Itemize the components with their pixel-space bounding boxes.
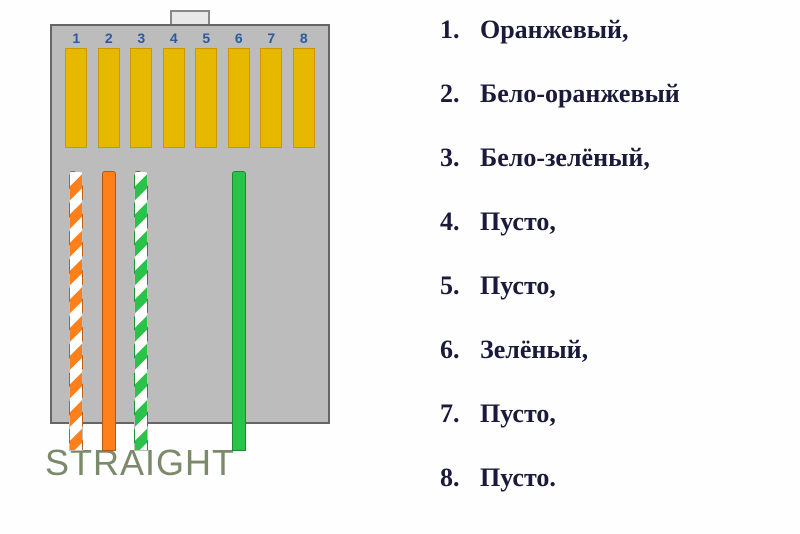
legend-item: Бело-зелёный, bbox=[440, 143, 800, 173]
wire-slot bbox=[195, 171, 217, 451]
legend-list: Оранжевый, Бело-оранжевый Бело-зелёный, Пус… bbox=[440, 15, 800, 493]
wire-striped bbox=[69, 171, 83, 451]
diagram-panel: 1 2 3 4 5 6 7 8 bbox=[0, 0, 400, 534]
pins-row bbox=[52, 48, 328, 148]
pin-numbers-row: 1 2 3 4 5 6 7 8 bbox=[52, 30, 328, 46]
wire-slot bbox=[130, 171, 152, 451]
legend-item: Пусто, bbox=[440, 399, 800, 429]
pin-number: 1 bbox=[63, 30, 89, 46]
pin-number: 8 bbox=[291, 30, 317, 46]
gold-pin bbox=[228, 48, 250, 148]
wire-slot bbox=[228, 171, 250, 451]
gold-pin bbox=[260, 48, 282, 148]
wires-row bbox=[52, 171, 328, 451]
wire-slot bbox=[293, 171, 315, 451]
wire-slot bbox=[98, 171, 120, 451]
pin-number: 4 bbox=[161, 30, 187, 46]
gold-pin bbox=[98, 48, 120, 148]
pin-number: 5 bbox=[193, 30, 219, 46]
legend-item: Зелёный, bbox=[440, 335, 800, 365]
connector-tab bbox=[170, 10, 210, 24]
legend-item: Оранжевый, bbox=[440, 15, 800, 45]
wire-striped bbox=[134, 171, 148, 451]
wire-slot bbox=[163, 171, 185, 451]
pin-number: 2 bbox=[96, 30, 122, 46]
wire-solid bbox=[102, 171, 116, 451]
wire-slot bbox=[65, 171, 87, 451]
legend-item: Пусто. bbox=[440, 463, 800, 493]
pin-number: 7 bbox=[258, 30, 284, 46]
legend-item: Бело-оранжевый bbox=[440, 79, 800, 109]
legend-panel: Оранжевый, Бело-оранжевый Бело-зелёный, Пус… bbox=[400, 0, 800, 534]
legend-item: Пусто, bbox=[440, 207, 800, 237]
pin-number: 6 bbox=[226, 30, 252, 46]
wire-slot bbox=[260, 171, 282, 451]
gold-pin bbox=[195, 48, 217, 148]
container: 1 2 3 4 5 6 7 8 bbox=[0, 0, 800, 534]
wire-solid bbox=[232, 171, 246, 451]
rj45-connector: 1 2 3 4 5 6 7 8 bbox=[50, 10, 330, 424]
gold-pin bbox=[130, 48, 152, 148]
connector-body: 1 2 3 4 5 6 7 8 bbox=[50, 24, 330, 424]
legend-item: Пусто, bbox=[440, 271, 800, 301]
gold-pin bbox=[293, 48, 315, 148]
gold-pin bbox=[65, 48, 87, 148]
pin-number: 3 bbox=[128, 30, 154, 46]
gold-pin bbox=[163, 48, 185, 148]
